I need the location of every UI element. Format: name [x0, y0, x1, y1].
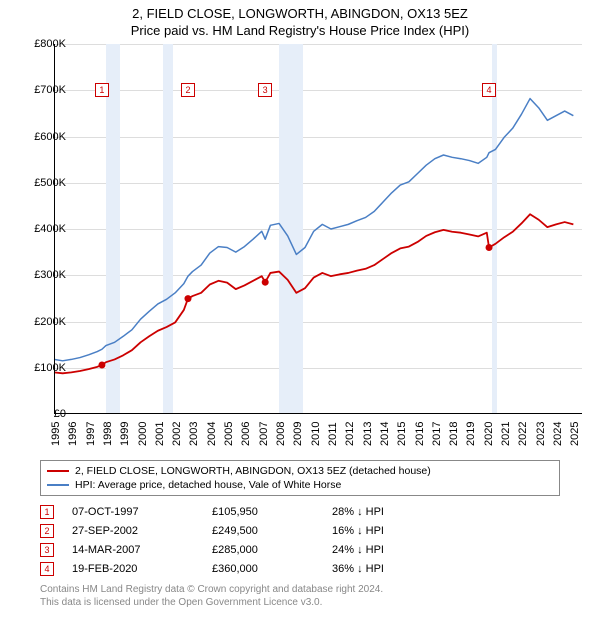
transaction-row-date: 14-MAR-2007 [72, 544, 212, 556]
footer-line2: This data is licensed under the Open Gov… [40, 597, 383, 610]
transaction-row-price: £249,500 [212, 525, 332, 537]
x-tick-label: 1998 [102, 422, 114, 446]
x-tick-label: 2008 [275, 422, 287, 446]
x-tick-label: 2001 [154, 422, 166, 446]
y-tick-label: £600K [16, 131, 66, 143]
x-tick-label: 2010 [310, 422, 322, 446]
transaction-row: 2 27-SEP-2002£249,50016% ↓ HPI [40, 521, 560, 540]
footer: Contains HM Land Registry data © Crown c… [40, 584, 383, 609]
x-tick-label: 2000 [137, 422, 149, 446]
x-tick-label: 2019 [465, 422, 477, 446]
transaction-row-diff: 28% ↓ HPI [332, 506, 452, 518]
transaction-row-date: 19-FEB-2020 [72, 563, 212, 575]
transactions-table: 1 07-OCT-1997£105,95028% ↓ HPI 2 27-SEP-200… [40, 502, 560, 578]
series-property [54, 214, 573, 373]
chart-container: { "title": { "line1": "2, FIELD CLOSE, L… [0, 0, 600, 620]
y-tick-label: £100K [16, 362, 66, 374]
y-tick-label: £0 [16, 408, 66, 420]
x-tick-label: 2007 [258, 422, 270, 446]
x-tick-label: 2018 [448, 422, 460, 446]
transaction-row-diff: 16% ↓ HPI [332, 525, 452, 537]
y-tick-label: £500K [16, 177, 66, 189]
series-hpi [54, 99, 573, 361]
legend-item: 2, FIELD CLOSE, LONGWORTH, ABINGDON, OX1… [47, 464, 553, 478]
transaction-row-num: 4 [40, 562, 54, 576]
transaction-row: 4 19-FEB-2020£360,00036% ↓ HPI [40, 559, 560, 578]
x-tick-label: 1996 [67, 422, 79, 446]
transaction-dot [262, 279, 269, 286]
x-tick-label: 1995 [50, 422, 62, 446]
x-tick-label: 2023 [535, 422, 547, 446]
x-tick-label: 2015 [396, 422, 408, 446]
transaction-row-num: 3 [40, 543, 54, 557]
x-tick-label: 1999 [119, 422, 131, 446]
x-tick-label: 2009 [292, 422, 304, 446]
x-tick-label: 2013 [362, 422, 374, 446]
x-tick-label: 2025 [569, 422, 581, 446]
transaction-row-num: 2 [40, 524, 54, 538]
title-subtitle: Price paid vs. HM Land Registry's House … [0, 23, 600, 38]
transaction-row-diff: 24% ↓ HPI [332, 544, 452, 556]
transaction-row-date: 27-SEP-2002 [72, 525, 212, 537]
transaction-row-price: £285,000 [212, 544, 332, 556]
y-tick-label: £200K [16, 316, 66, 328]
title-block: 2, FIELD CLOSE, LONGWORTH, ABINGDON, OX1… [0, 0, 600, 38]
x-tick-label: 2022 [517, 422, 529, 446]
x-tick-label: 2006 [240, 422, 252, 446]
transaction-row-num: 1 [40, 505, 54, 519]
x-tick-label: 2021 [500, 422, 512, 446]
transaction-dot [98, 361, 105, 368]
transaction-row: 1 07-OCT-1997£105,95028% ↓ HPI [40, 502, 560, 521]
legend-label: HPI: Average price, detached house, Vale… [75, 479, 341, 491]
legend-item: HPI: Average price, detached house, Vale… [47, 478, 553, 492]
x-tick-label: 2005 [223, 422, 235, 446]
x-tick-label: 2020 [483, 422, 495, 446]
transaction-row: 3 14-MAR-2007£285,00024% ↓ HPI [40, 540, 560, 559]
y-tick-label: £800K [16, 38, 66, 50]
legend: 2, FIELD CLOSE, LONGWORTH, ABINGDON, OX1… [40, 460, 560, 496]
transaction-row-price: £360,000 [212, 563, 332, 575]
legend-swatch [47, 470, 69, 472]
transaction-dot [184, 295, 191, 302]
y-tick-label: £700K [16, 84, 66, 96]
legend-swatch [47, 484, 69, 486]
y-tick-label: £300K [16, 269, 66, 281]
line-series-svg [54, 44, 582, 414]
plot-area: 1 2 3 4 [54, 44, 582, 414]
transaction-row-price: £105,950 [212, 506, 332, 518]
x-tick-label: 2011 [327, 422, 339, 446]
x-tick-label: 2012 [344, 422, 356, 446]
x-tick-label: 2016 [414, 422, 426, 446]
x-tick-label: 2024 [552, 422, 564, 446]
transaction-marker-label: 2 [181, 83, 195, 97]
x-tick-label: 2002 [171, 422, 183, 446]
x-tick-label: 1997 [85, 422, 97, 446]
x-tick-label: 2014 [379, 422, 391, 446]
transaction-row-diff: 36% ↓ HPI [332, 563, 452, 575]
x-tick-label: 2017 [431, 422, 443, 446]
y-tick-label: £400K [16, 223, 66, 235]
transaction-marker-label: 4 [482, 83, 496, 97]
transaction-dot [486, 244, 493, 251]
x-tick-label: 2004 [206, 422, 218, 446]
footer-line1: Contains HM Land Registry data © Crown c… [40, 584, 383, 597]
transaction-marker-label: 1 [95, 83, 109, 97]
transaction-marker-label: 3 [258, 83, 272, 97]
transaction-row-date: 07-OCT-1997 [72, 506, 212, 518]
title-address: 2, FIELD CLOSE, LONGWORTH, ABINGDON, OX1… [0, 6, 600, 21]
legend-label: 2, FIELD CLOSE, LONGWORTH, ABINGDON, OX1… [75, 465, 431, 477]
x-tick-label: 2003 [188, 422, 200, 446]
